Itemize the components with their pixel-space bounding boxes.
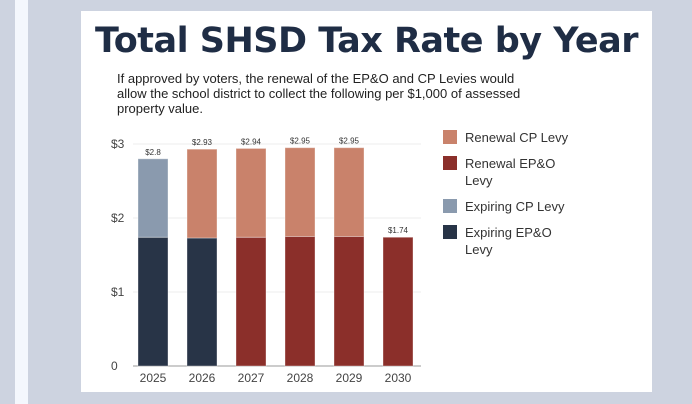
chart-legend: Renewal CP Levy Renewal EP&O Levy Expiring… xyxy=(443,129,643,267)
bar-segment xyxy=(137,236,169,367)
legend-item: Expiring EP&O Levy xyxy=(443,224,643,258)
data-label: $2.94 xyxy=(241,137,262,146)
y-tick-label: $1 xyxy=(111,285,125,299)
legend-label: Renewal CP Levy xyxy=(465,130,569,145)
x-tick-label: 2026 xyxy=(189,371,216,385)
chart-plot: 0 $1 $2 $3 $2.8 2025 $2.93 2026 $2.94 2027 $2.95 20… xyxy=(111,137,421,385)
data-label: $2.8 xyxy=(145,148,161,157)
bar-segment xyxy=(137,158,169,238)
data-label: $2.93 xyxy=(192,138,213,147)
bar-segment xyxy=(284,147,316,237)
bar-segment xyxy=(333,147,365,237)
x-tick-label: 2029 xyxy=(336,371,363,385)
data-label: $1.74 xyxy=(388,226,409,235)
y-tick-label: $2 xyxy=(111,211,125,225)
bar-segment xyxy=(284,236,316,367)
chart-subtitle: If approved by voters, the renewal of th… xyxy=(117,71,521,116)
bar-segment xyxy=(333,236,365,367)
legend-item: Expiring CP Levy xyxy=(443,198,643,215)
x-tick-label: 2027 xyxy=(238,371,265,385)
bar-segment xyxy=(186,237,218,367)
bar-segment xyxy=(382,236,414,367)
sidebar-strip xyxy=(15,0,28,404)
legend-item: Renewal CP Levy xyxy=(443,129,643,146)
data-label: $2.95 xyxy=(290,137,311,146)
x-tick-label: 2028 xyxy=(287,371,314,385)
y-tick-label: $3 xyxy=(111,137,125,151)
chart-title: Total SHSD Tax Rate by Year xyxy=(94,21,639,61)
legend-swatch xyxy=(443,156,457,170)
legend-label: Expiring CP Levy xyxy=(465,199,565,214)
x-tick-label: 2030 xyxy=(385,371,412,385)
legend-swatch xyxy=(443,225,457,239)
legend-item: Renewal EP&O Levy xyxy=(443,155,643,189)
data-label: $2.95 xyxy=(339,137,360,146)
y-tick-label: 0 xyxy=(111,359,118,373)
bar-segment xyxy=(235,236,267,367)
legend-label: Expiring EP&O Levy xyxy=(465,225,552,257)
x-tick-label: 2025 xyxy=(140,371,167,385)
bar-segment xyxy=(186,148,218,239)
legend-label: Renewal EP&O Levy xyxy=(465,156,556,188)
legend-swatch xyxy=(443,199,457,213)
chart-card: Total SHSD Tax Rate by Year If approved … xyxy=(81,11,652,392)
legend-swatch xyxy=(443,130,457,144)
bar-segment xyxy=(235,147,267,238)
